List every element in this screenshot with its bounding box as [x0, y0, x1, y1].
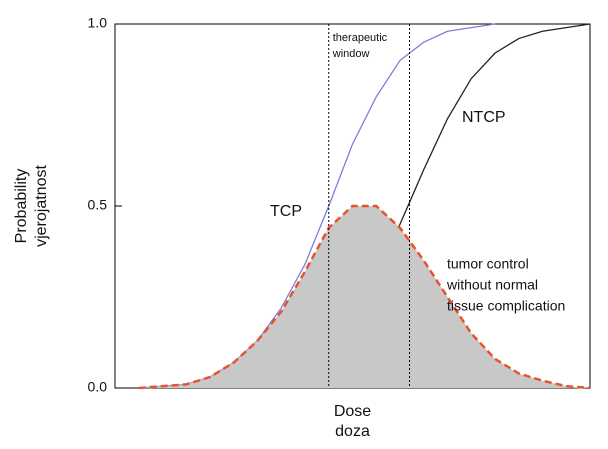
label-line: tumor control — [447, 256, 529, 272]
y-tick-label: 0.0 — [88, 379, 108, 395]
series-label: NTCP — [462, 109, 506, 126]
y-axis-label-line: Probability — [13, 169, 30, 244]
line — [138, 204, 591, 390]
label-line: window — [332, 48, 370, 60]
label-line: Dose — [334, 403, 371, 420]
y-tick-label: 0.5 — [88, 197, 108, 213]
series-label: TCP — [270, 203, 302, 220]
label-line: tissue complication — [447, 298, 565, 314]
y-axis-label: Probability vjerojatnost — [13, 165, 50, 247]
y-tick-label: 1.0 — [88, 15, 108, 31]
label-line: without normal — [446, 277, 538, 293]
label-line: therapeutic — [333, 32, 388, 44]
area — [138, 206, 590, 388]
y-axis-label-line: vjerojatnost — [33, 165, 50, 247]
label-line: doza — [335, 423, 370, 440]
